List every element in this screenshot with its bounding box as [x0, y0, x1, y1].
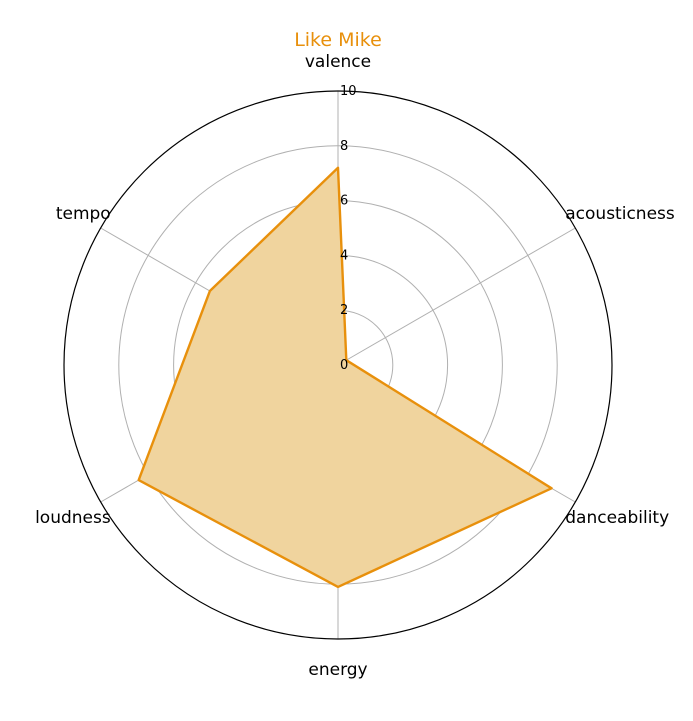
axis-label-danceability: danceability [565, 508, 669, 528]
axis-label-acousticness: acousticness [565, 204, 675, 224]
chart-title: Like Mike [294, 29, 382, 51]
r-tick-label: 6 [340, 194, 348, 209]
axis-label-valence: valence [305, 52, 371, 72]
series-area [138, 167, 552, 587]
r-tick-label: 10 [340, 84, 357, 99]
r-tick-label: 4 [340, 248, 348, 263]
outer-spine [63, 90, 613, 640]
axis-label-tempo: tempo [56, 204, 111, 224]
spoke-acousticness [337, 227, 576, 366]
r-tick-label: 8 [340, 139, 348, 154]
axis-label-energy: energy [308, 660, 367, 680]
axis-label-loudness: loudness [35, 508, 111, 528]
r-tick-label: 2 [340, 303, 348, 318]
radar-series [137, 166, 553, 589]
radar-labels: 0 2 4 6 8 10 valence acousticness danceability en… [35, 52, 675, 680]
r-tick-label: 0 [340, 358, 348, 373]
